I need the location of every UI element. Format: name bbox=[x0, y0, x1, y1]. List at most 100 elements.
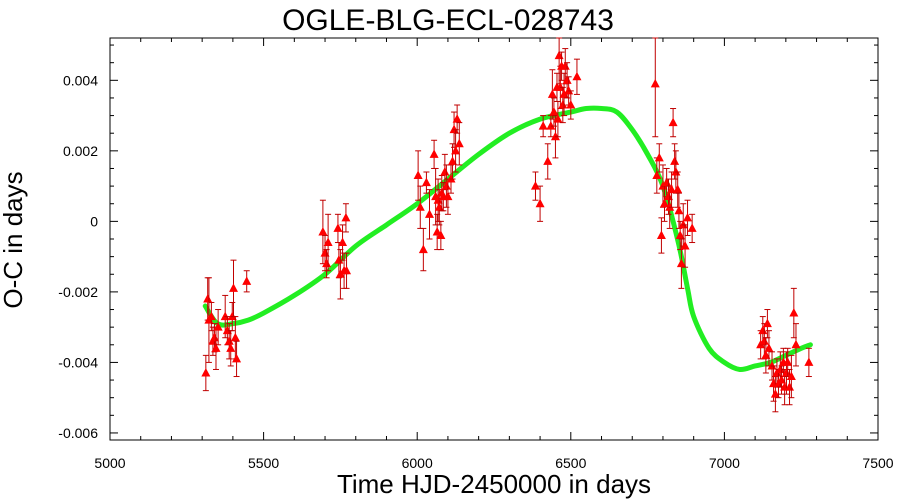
data-point bbox=[554, 37, 564, 85]
triangle-marker bbox=[454, 138, 464, 148]
y-tick-label: -0.002 bbox=[58, 284, 98, 300]
data-point bbox=[342, 252, 352, 289]
data-point bbox=[789, 287, 799, 339]
triangle-marker bbox=[211, 343, 221, 352]
triangle-marker bbox=[767, 360, 777, 370]
triangle-marker bbox=[550, 131, 560, 141]
triangle-marker bbox=[667, 184, 677, 194]
triangle-marker bbox=[675, 230, 685, 239]
triangle-marker bbox=[530, 181, 540, 190]
fit-curve bbox=[202, 105, 813, 373]
triangle-marker bbox=[761, 350, 771, 359]
triangle-marker bbox=[227, 311, 237, 321]
triangle-marker bbox=[665, 202, 675, 211]
fit-curve-layer bbox=[202, 105, 813, 373]
data-point bbox=[683, 199, 693, 236]
triangle-marker bbox=[213, 322, 223, 331]
triangle-marker bbox=[436, 230, 446, 239]
triangle-marker bbox=[676, 258, 686, 268]
triangle-marker bbox=[535, 198, 545, 208]
triangle-marker bbox=[652, 170, 662, 180]
data-point bbox=[201, 354, 211, 392]
triangle-marker bbox=[451, 145, 461, 155]
triangle-marker bbox=[220, 311, 230, 321]
triangle-marker bbox=[424, 209, 434, 218]
triangle-marker bbox=[334, 255, 344, 264]
data-point bbox=[538, 115, 548, 138]
data-point bbox=[440, 153, 450, 191]
triangle-marker bbox=[448, 156, 458, 165]
triangle-marker bbox=[446, 174, 456, 183]
data-point bbox=[654, 143, 664, 173]
triangle-marker bbox=[206, 311, 216, 321]
triangle-marker bbox=[762, 318, 772, 328]
triangle-marker bbox=[770, 389, 780, 398]
chart-title: OGLE-BLG-ECL-028743 bbox=[282, 4, 614, 37]
triangle-marker bbox=[209, 332, 219, 342]
data-point bbox=[230, 316, 240, 360]
data-point bbox=[673, 171, 683, 208]
data-point bbox=[530, 171, 540, 201]
triangle-marker bbox=[443, 191, 453, 201]
triangle-marker bbox=[433, 195, 443, 204]
triangle-marker bbox=[322, 258, 332, 268]
triangle-marker bbox=[673, 184, 683, 194]
data-point bbox=[687, 213, 697, 244]
triangle-marker bbox=[758, 325, 768, 335]
data-point bbox=[454, 122, 464, 166]
data-point bbox=[804, 347, 814, 378]
data-point bbox=[559, 72, 569, 117]
triangle-marker bbox=[654, 152, 664, 162]
triangle-marker bbox=[687, 223, 697, 232]
triangle-marker bbox=[318, 226, 328, 236]
triangle-marker bbox=[777, 375, 787, 384]
triangle-marker bbox=[226, 343, 236, 352]
triangle-marker bbox=[342, 265, 352, 275]
y-axis: -0.006 -0.004 -0.002 0 0.002 0.004 bbox=[58, 72, 878, 441]
triangle-marker bbox=[323, 237, 333, 247]
y-tick-label: 0.004 bbox=[63, 72, 98, 88]
data-point bbox=[674, 192, 684, 229]
triangle-marker bbox=[230, 332, 240, 342]
data-point bbox=[781, 351, 791, 395]
data-point bbox=[791, 323, 801, 367]
triangle-marker bbox=[333, 223, 343, 232]
data-point bbox=[770, 376, 780, 413]
triangle-marker bbox=[656, 230, 666, 239]
minor-ticks bbox=[110, 38, 878, 440]
triangle-marker bbox=[553, 114, 563, 123]
data-point bbox=[668, 108, 678, 138]
triangle-marker bbox=[543, 156, 553, 165]
y-tick-label: 0.002 bbox=[63, 143, 98, 159]
data-point bbox=[341, 203, 351, 233]
triangle-marker bbox=[338, 237, 348, 247]
triangle-marker bbox=[670, 156, 680, 165]
data-point bbox=[786, 354, 796, 399]
triangle-marker bbox=[674, 205, 684, 215]
triangle-marker bbox=[232, 353, 242, 363]
data-point bbox=[333, 213, 343, 244]
triangle-marker bbox=[663, 191, 673, 201]
triangle-marker bbox=[452, 114, 462, 123]
data-point bbox=[553, 100, 563, 138]
triangle-marker bbox=[786, 371, 796, 381]
data-point bbox=[424, 189, 434, 240]
data-point bbox=[764, 330, 774, 367]
triangle-marker bbox=[547, 89, 557, 98]
triangle-marker bbox=[764, 343, 774, 352]
triangle-marker bbox=[566, 100, 576, 109]
triangle-marker bbox=[559, 89, 569, 98]
triangle-marker bbox=[415, 202, 425, 211]
data-points-layer bbox=[201, 37, 814, 413]
data-point bbox=[650, 37, 660, 138]
triangle-marker bbox=[549, 107, 559, 116]
triangle-marker bbox=[320, 248, 330, 257]
triangle-marker bbox=[781, 368, 791, 377]
triangle-marker bbox=[783, 357, 793, 366]
x-tick-label: 7500 bbox=[862, 455, 893, 471]
data-point bbox=[322, 249, 332, 279]
triangle-marker bbox=[203, 293, 213, 303]
data-point bbox=[659, 185, 669, 222]
triangle-marker bbox=[683, 212, 693, 222]
